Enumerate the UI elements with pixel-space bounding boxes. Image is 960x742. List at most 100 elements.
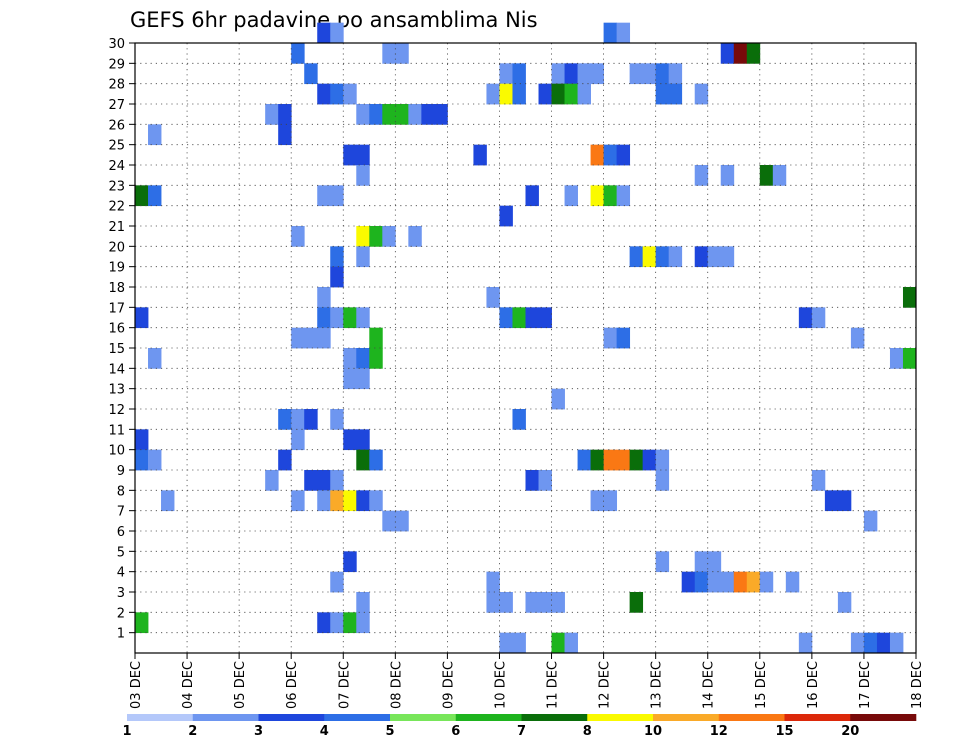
heatmap-cell xyxy=(525,470,539,491)
y-tick-label: 22 xyxy=(108,200,125,215)
heatmap-cell xyxy=(642,449,657,471)
heatmap-cell xyxy=(525,185,539,207)
y-tick-label: 20 xyxy=(108,240,125,255)
heatmap-cell xyxy=(278,409,292,430)
heatmap-cell xyxy=(330,470,344,491)
heatmap-cell xyxy=(629,63,644,85)
heatmap-cell xyxy=(356,490,370,512)
heatmap-cell xyxy=(317,287,331,308)
heatmap-cell xyxy=(486,571,500,593)
y-tick-label: 28 xyxy=(108,78,125,93)
heatmap-cell xyxy=(317,185,331,207)
heatmap-cell xyxy=(499,307,513,329)
y-tick-label: 27 xyxy=(108,98,125,113)
heatmap-cell xyxy=(356,144,370,166)
heatmap-cell xyxy=(785,571,800,593)
heatmap-cell xyxy=(135,449,149,471)
heatmap-cell xyxy=(486,287,500,308)
legend-swatch xyxy=(324,714,391,721)
heatmap-cell xyxy=(317,83,331,105)
heatmap-cell xyxy=(564,83,578,105)
heatmap-cell xyxy=(590,490,604,512)
heatmap-cell xyxy=(382,226,396,247)
heatmap-cell xyxy=(356,348,370,369)
heatmap-cell xyxy=(694,571,709,593)
heatmap-cell xyxy=(317,470,331,491)
y-tick-label: 21 xyxy=(108,220,125,235)
heatmap-cell xyxy=(798,307,813,329)
heatmap-cell xyxy=(395,510,409,532)
heatmap-cell xyxy=(629,246,644,268)
x-tick-label: 12 DEC xyxy=(598,661,613,709)
x-tick-label: 08 DEC xyxy=(389,661,404,709)
heatmap-cell xyxy=(694,165,709,186)
heatmap-cell xyxy=(317,612,331,634)
heatmap-cell xyxy=(759,165,774,186)
heatmap-cell xyxy=(356,592,370,613)
heatmap-cell xyxy=(551,592,565,613)
x-tick-label: 18 DEC xyxy=(910,661,925,709)
heatmap-cell xyxy=(148,348,162,369)
heatmap-cell xyxy=(512,307,526,329)
heatmap-cell xyxy=(616,327,631,349)
heatmap-cell xyxy=(317,307,331,329)
legend-label: 1 xyxy=(122,724,131,739)
heatmap-cell xyxy=(330,246,344,268)
heatmap-cell xyxy=(499,205,513,227)
heatmap-cell xyxy=(486,592,500,613)
heatmap-cell xyxy=(499,592,513,613)
heatmap-cell xyxy=(369,226,383,247)
heatmap-cell xyxy=(330,307,344,329)
heatmap-cell xyxy=(369,104,383,125)
heatmap-cell xyxy=(811,470,826,491)
heatmap-cell xyxy=(395,104,409,125)
heatmap-cell xyxy=(577,449,591,471)
heatmap-cell xyxy=(408,226,422,247)
y-tick-label: 6 xyxy=(117,525,125,540)
heatmap-cell xyxy=(434,104,448,125)
x-tick-label: 13 DEC xyxy=(650,661,665,709)
heatmap-cell xyxy=(330,83,344,105)
heatmap-cell xyxy=(343,83,357,105)
heatmap-cell xyxy=(499,83,513,105)
heatmap-cell xyxy=(356,429,370,451)
heatmap-cell xyxy=(356,307,370,329)
grid-lines xyxy=(135,43,916,653)
y-tick-label: 18 xyxy=(108,281,125,296)
heatmap-cell xyxy=(837,490,852,512)
heatmap-cell xyxy=(798,632,813,654)
heatmap-cell xyxy=(837,592,852,613)
x-tick-label: 05 DEC xyxy=(233,661,248,709)
heatmap-cell xyxy=(655,83,670,105)
heatmap-cell xyxy=(343,490,357,512)
heatmap-cell xyxy=(655,551,670,573)
heatmap-cell xyxy=(603,327,618,349)
x-tick-label: 16 DEC xyxy=(806,661,821,709)
y-tick-label: 13 xyxy=(108,383,125,398)
heatmap-cell xyxy=(330,22,344,44)
y-tick-label: 24 xyxy=(108,159,125,174)
heatmap-cell xyxy=(135,185,149,207)
y-tick-label: 2 xyxy=(117,606,125,621)
y-tick-label: 1 xyxy=(117,627,125,642)
heatmap-cell xyxy=(733,43,748,64)
x-tick-label: 11 DEC xyxy=(546,661,561,709)
heatmap-cell xyxy=(343,144,357,166)
heatmap-cell xyxy=(135,307,149,329)
heatmap-cell xyxy=(863,510,878,532)
x-axis: 03 DEC 04 DEC 05 DEC 06 DEC 07 DEC 08 DEC 09 D… xyxy=(129,653,925,709)
heatmap-cell xyxy=(824,490,839,512)
x-tick-label: 10 DEC xyxy=(493,661,508,709)
legend-label: 6 xyxy=(451,724,460,739)
heatmap-cell xyxy=(382,510,396,532)
heatmap-cell xyxy=(512,632,526,654)
heatmap-cell xyxy=(720,246,735,268)
heatmap-cell xyxy=(304,470,318,491)
x-tick-label: 14 DEC xyxy=(702,661,717,709)
heatmap-cell xyxy=(720,165,735,186)
heatmap-cell xyxy=(655,470,670,491)
heatmap-cell xyxy=(564,632,578,654)
heatmap-cell xyxy=(603,490,618,512)
